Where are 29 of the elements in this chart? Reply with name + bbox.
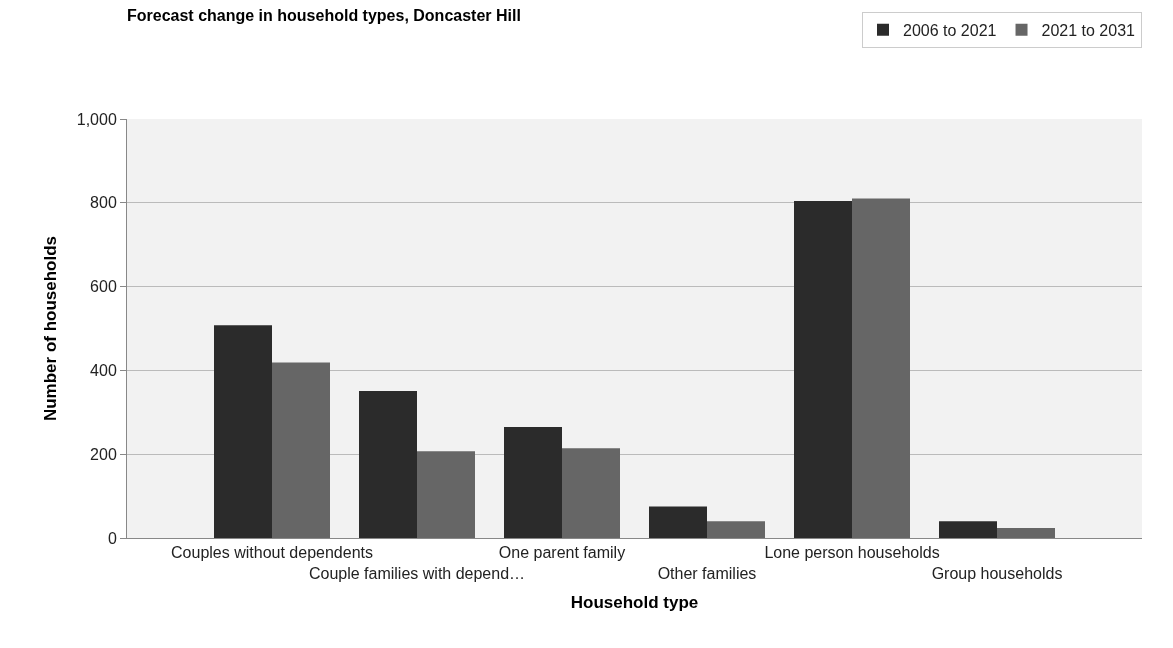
y-tick-label: 0 [107, 529, 117, 547]
bar [649, 506, 707, 538]
x-tick-label: Lone person households [764, 544, 940, 562]
bar [417, 451, 475, 538]
bar [997, 527, 1055, 538]
x-tick-label: Other families [657, 565, 757, 582]
bar [504, 426, 562, 538]
bar [562, 448, 620, 538]
x-tick-label: Couples without dependents [171, 544, 373, 562]
y-tick-label: 1,000 [76, 110, 117, 128]
bar [214, 325, 272, 538]
y-tick-label: 200 [90, 445, 117, 463]
x-tick-label: Group households [931, 565, 1063, 582]
bar [852, 198, 910, 538]
x-tick-label: Couple families with depend… [308, 565, 526, 582]
y-tick-label: 600 [90, 278, 117, 296]
y-axis-title: Number of households [41, 235, 61, 422]
x-axis-title: Household type [570, 593, 699, 613]
legend-label: 2021 to 2031 [1041, 21, 1136, 39]
y-tick-label: 800 [90, 194, 117, 212]
y-tick-label: 400 [90, 362, 117, 379]
bar [272, 362, 330, 538]
bar [939, 521, 997, 538]
x-tick-label: One parent family [498, 544, 626, 562]
bar [359, 390, 417, 538]
bar [707, 521, 765, 538]
bar [794, 201, 852, 538]
legend-label: 2006 to 2021 [903, 21, 997, 39]
chart-title: Forecast change in household types, Doncaster Hill [127, 6, 521, 24]
